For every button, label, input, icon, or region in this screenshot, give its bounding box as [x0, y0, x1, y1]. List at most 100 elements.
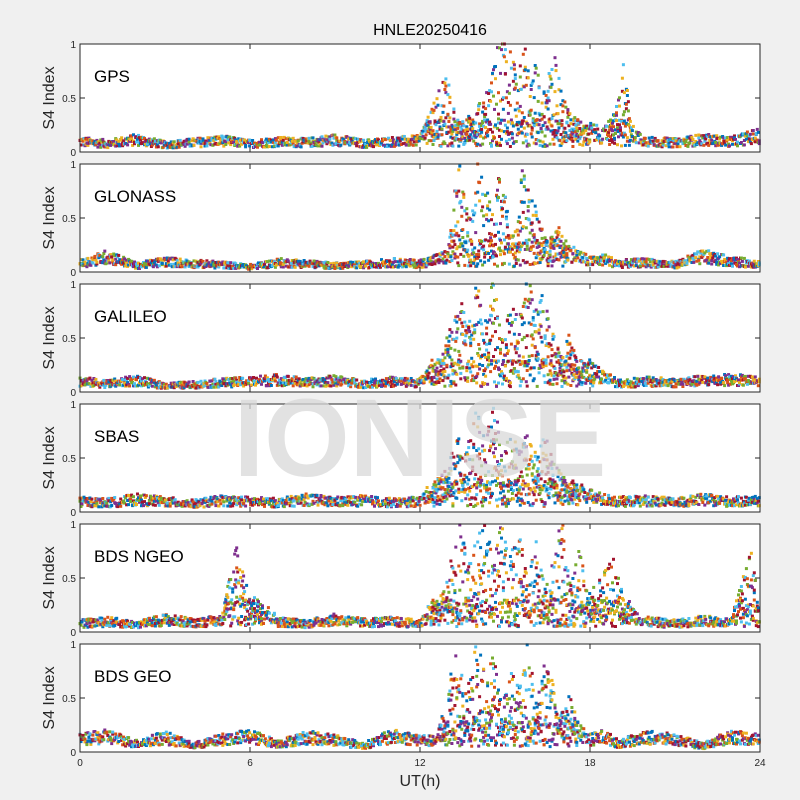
data-point [615, 111, 618, 115]
data-point [428, 120, 432, 124]
data-point [748, 132, 752, 136]
data-point [222, 266, 226, 270]
data-point [296, 259, 300, 263]
data-point [521, 305, 525, 308]
data-point [489, 256, 493, 259]
data-point [459, 130, 463, 134]
data-point [137, 133, 140, 137]
data-point [465, 207, 469, 211]
data-point [128, 375, 132, 379]
data-point [552, 335, 556, 339]
data-point [527, 200, 531, 204]
data-point [320, 144, 324, 148]
data-point [532, 366, 536, 370]
data-point [533, 71, 537, 75]
data-point [499, 143, 502, 147]
data-point [534, 256, 538, 260]
data-point [380, 141, 383, 145]
data-point [710, 262, 714, 266]
data-point [283, 141, 287, 145]
data-point [650, 257, 654, 261]
data-point [558, 122, 562, 126]
y-tick-label: 1 [70, 160, 76, 171]
data-point [476, 133, 480, 137]
data-point [660, 145, 664, 149]
data-point [534, 66, 538, 70]
data-point [426, 259, 430, 263]
data-point [634, 141, 638, 145]
data-point [156, 145, 160, 149]
data-point [281, 265, 285, 269]
data-point [93, 139, 97, 143]
data-point [547, 72, 551, 75]
data-point [149, 380, 153, 384]
data-point [449, 135, 453, 139]
data-point [132, 265, 135, 269]
data-point [213, 266, 217, 270]
data-point [514, 140, 518, 143]
data-point [589, 262, 593, 266]
data-point [561, 104, 565, 108]
data-point [476, 190, 480, 194]
data-point [81, 258, 85, 262]
data-point [557, 226, 561, 230]
data-point [731, 142, 734, 146]
data-point [90, 256, 94, 260]
data-point [713, 134, 717, 138]
data-point [530, 228, 534, 232]
data-point [277, 258, 281, 262]
data-point [719, 135, 723, 139]
data-point [122, 383, 126, 387]
data-point [471, 135, 475, 139]
data-point [543, 143, 547, 147]
data-point [577, 121, 581, 125]
data-point [516, 258, 520, 262]
data-point [267, 145, 271, 148]
data-point [585, 263, 589, 267]
data-point [550, 235, 554, 239]
data-point [470, 356, 474, 360]
data-point [549, 239, 553, 243]
data-point [254, 145, 257, 149]
data-point [92, 377, 96, 380]
data-point [459, 138, 463, 142]
data-point [692, 260, 696, 264]
data-point [98, 385, 102, 389]
data-point [462, 124, 466, 128]
data-point [557, 231, 561, 234]
data-point [451, 125, 455, 129]
data-point [523, 68, 527, 72]
data-point [89, 263, 93, 267]
data-point [562, 370, 566, 374]
data-point [540, 130, 544, 134]
data-point [461, 236, 465, 239]
data-point [485, 91, 489, 95]
data-point [492, 68, 495, 72]
data-point [231, 264, 235, 268]
data-point [472, 261, 476, 265]
data-point [383, 138, 387, 142]
data-point [402, 135, 406, 138]
data-point [260, 138, 263, 142]
data-point [516, 127, 520, 131]
data-point [382, 260, 385, 264]
data-point [548, 249, 552, 253]
data-point [144, 265, 148, 269]
data-point [530, 199, 534, 203]
data-point [124, 375, 128, 379]
data-point [564, 260, 568, 263]
data-point [494, 77, 497, 81]
data-point [625, 139, 629, 143]
scatter-points [78, 42, 761, 150]
data-point [430, 107, 434, 111]
data-point [439, 253, 443, 257]
data-point [153, 139, 157, 143]
data-point [474, 141, 478, 145]
data-point [429, 139, 433, 143]
data-point [484, 238, 488, 242]
data-point [186, 384, 190, 388]
data-point [496, 142, 499, 146]
data-point [506, 120, 510, 124]
data-point [219, 380, 223, 384]
data-point [293, 139, 297, 143]
